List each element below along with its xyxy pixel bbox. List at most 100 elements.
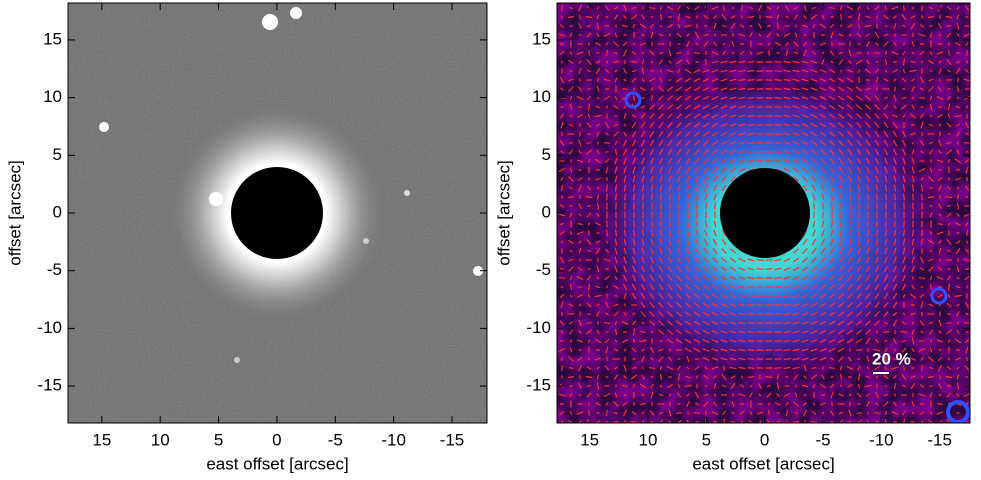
polarization-vector: [939, 350, 942, 351]
polarization-vector: [632, 8, 637, 9]
polarization-vector: [589, 403, 590, 406]
polarization-vector: [748, 71, 755, 72]
star: [209, 192, 223, 206]
polarization-vector: [938, 44, 943, 45]
polarization-vector: [625, 357, 626, 362]
polarization-vector: [895, 87, 896, 92]
polarization-vector: [578, 404, 583, 405]
y-tick-label: 0: [53, 202, 62, 221]
polarization-vector: [587, 323, 592, 324]
polarization-vector: [560, 44, 564, 45]
polarization-vector: [967, 357, 968, 361]
polarization-vector: [715, 34, 716, 37]
polarization-vector: [903, 89, 906, 90]
polarization-vector: [858, 404, 861, 405]
polarization-vector: [560, 404, 564, 405]
polarization-vector: [678, 404, 681, 405]
polarization-vector: [850, 203, 851, 210]
polarization-vector: [913, 194, 914, 201]
polarization-vector: [902, 98, 907, 99]
polarization-vector: [804, 35, 807, 36]
polarization-vector: [578, 224, 583, 225]
polarization-vector: [757, 161, 764, 162]
polarization-vector: [748, 62, 755, 63]
polarization-vector: [694, 413, 700, 414]
polarization-vector: [964, 143, 970, 144]
polarization-vector: [938, 404, 943, 405]
polarization-vector: [670, 349, 671, 352]
polarization-vector: [679, 203, 680, 210]
polarization-vector: [670, 221, 671, 228]
polarization-vector: [643, 221, 644, 228]
polarization-vector: [604, 323, 610, 324]
polarization-vector: [559, 278, 565, 279]
polarization-vector: [616, 194, 617, 201]
polarization-vector: [625, 304, 626, 307]
polarization-vector: [733, 393, 734, 397]
polarization-vector: [958, 78, 959, 82]
polarization-vector: [580, 259, 581, 262]
polarization-vector: [724, 366, 725, 371]
polarization-vector: [940, 79, 941, 82]
y-tick-label: 15: [43, 29, 62, 48]
polarization-vector: [939, 170, 942, 171]
polarization-vector: [678, 44, 681, 45]
polarization-vector: [775, 107, 782, 108]
polarization-vector: [949, 223, 950, 226]
polarization-vector: [742, 5, 743, 11]
polarization-vector: [967, 50, 968, 56]
polarization-vector: [775, 341, 782, 342]
x-tick-label: -15: [927, 430, 952, 449]
polarization-vector: [562, 365, 563, 371]
polarization-vector: [706, 203, 707, 210]
polarization-vector: [649, 8, 655, 9]
polarization-vector: [598, 258, 599, 262]
polarization-vector: [919, 278, 925, 279]
polarization-vector: [829, 368, 835, 369]
polarization-vector: [922, 365, 923, 371]
polarization-vector: [832, 402, 833, 406]
polarization-vector: [911, 125, 915, 126]
polarization-vector: [596, 350, 600, 351]
y-tick-label: -5: [47, 260, 62, 279]
polarization-vector: [757, 278, 764, 279]
polarization-vector: [589, 51, 590, 56]
polarization-vector: [967, 177, 968, 181]
polarization-vector: [857, 53, 862, 54]
polarization-vector: [766, 161, 773, 162]
polarization-vector: [850, 402, 851, 407]
polarization-vector: [904, 221, 905, 228]
polarization-vector: [920, 44, 924, 45]
x-tick-label: 15: [580, 430, 599, 449]
polarization-vector: [562, 185, 563, 191]
polarization-vector: [757, 269, 764, 270]
polarization-vector: [829, 8, 835, 9]
polarization-vector: [652, 95, 653, 101]
polarization-vector: [607, 357, 608, 361]
polarization-vector: [769, 411, 770, 416]
polarization-vector: [596, 170, 600, 171]
polarization-vector: [920, 404, 924, 405]
occulting-mask: [720, 168, 810, 258]
polarization-vector: [634, 194, 635, 201]
polarization-vector: [868, 221, 869, 228]
polarization-vector: [652, 221, 653, 228]
polarization-vector: [958, 258, 959, 262]
polarization-vector: [841, 203, 842, 210]
x-axis-label: east offset [arcsec]: [206, 454, 348, 473]
polarization-vector: [757, 260, 764, 261]
polarization-vector: [775, 71, 782, 72]
polarization-vector: [740, 404, 744, 405]
polarization-vector: [607, 177, 608, 181]
polarization-vector: [580, 132, 581, 137]
polarization-vector: [560, 224, 564, 225]
x-tick-label: -10: [869, 430, 894, 449]
polarization-vector: [733, 33, 734, 37]
polarization-vector: [775, 89, 782, 90]
polarization-vector: [895, 394, 896, 397]
star: [234, 357, 240, 363]
polarization-vector: [775, 350, 782, 351]
polarization-vector: [579, 350, 582, 351]
polarization-vector: [758, 404, 763, 405]
